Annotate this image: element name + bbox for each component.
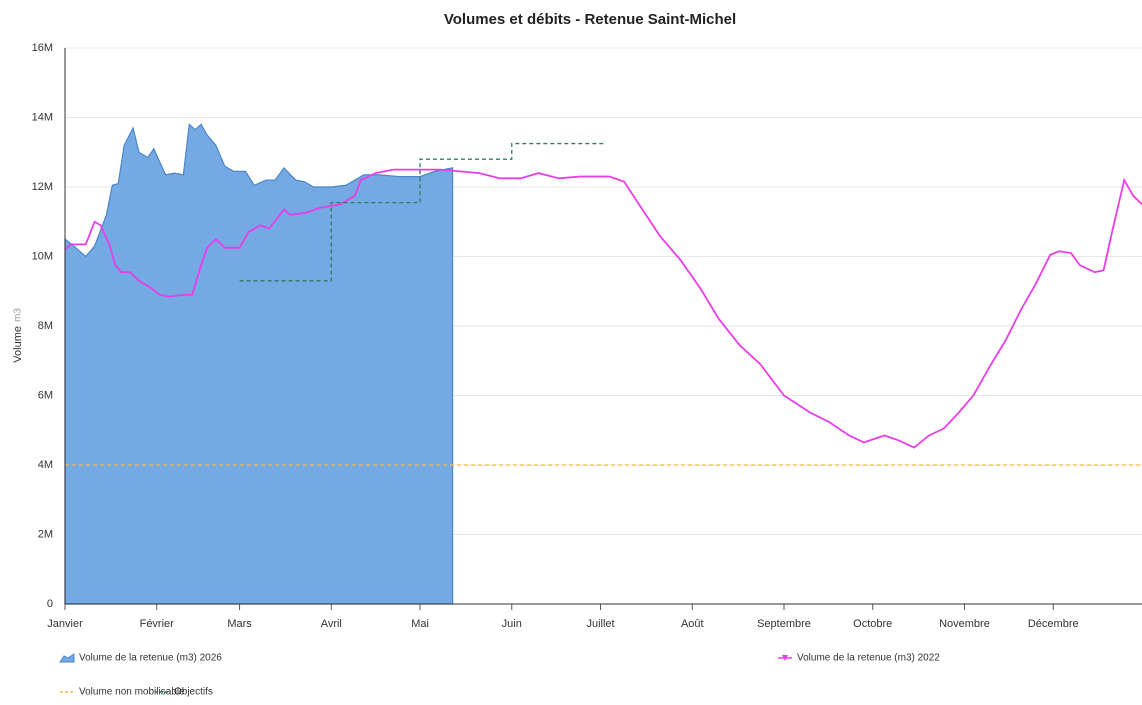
- legend-label: Volume non mobilisable: [79, 687, 185, 698]
- y-tick-label: 0: [47, 598, 53, 610]
- x-tick-label: Août: [681, 618, 704, 630]
- chart-title: Volumes et débits - Retenue Saint-Michel: [444, 11, 736, 28]
- line: [239, 142, 604, 282]
- y-tick-label: 14M: [32, 111, 53, 123]
- x-tick-label: Mai: [411, 618, 429, 630]
- x-tick-label: Mars: [227, 618, 252, 630]
- y-tick-label: 12M: [32, 181, 53, 193]
- y-axis-label: Volume: [12, 326, 24, 363]
- x-tick-label: Octobre: [853, 618, 892, 630]
- x-tick-label: Avril: [321, 618, 342, 630]
- y-tick-label: 16M: [32, 42, 53, 54]
- y-tick-label: 10M: [32, 250, 53, 262]
- x-tick-label: Septembre: [757, 618, 811, 630]
- legend-icon: [59, 653, 75, 663]
- legend-label: Objectifs: [174, 687, 213, 698]
- legend-label: Volume de la retenue (m3) 2026: [79, 653, 222, 664]
- y-tick-label: 2M: [38, 528, 53, 540]
- y-axis-unit: m3: [13, 308, 24, 322]
- area: [64, 123, 454, 605]
- x-tick-label: Février: [140, 618, 175, 630]
- legend-label: Volume de la retenue (m3) 2022: [797, 653, 940, 664]
- y-tick-label: 4M: [38, 459, 53, 471]
- x-tick-label: Juin: [502, 618, 522, 630]
- y-tick-label: 8M: [38, 320, 53, 332]
- y-tick-label: 6M: [38, 389, 53, 401]
- legend-icon: [782, 655, 788, 661]
- x-tick-label: Juillet: [586, 618, 614, 630]
- x-tick-label: Novembre: [939, 618, 990, 630]
- x-tick-label: Décembre: [1028, 618, 1079, 630]
- x-tick-label: Janvier: [47, 618, 83, 630]
- line: [64, 168, 1142, 449]
